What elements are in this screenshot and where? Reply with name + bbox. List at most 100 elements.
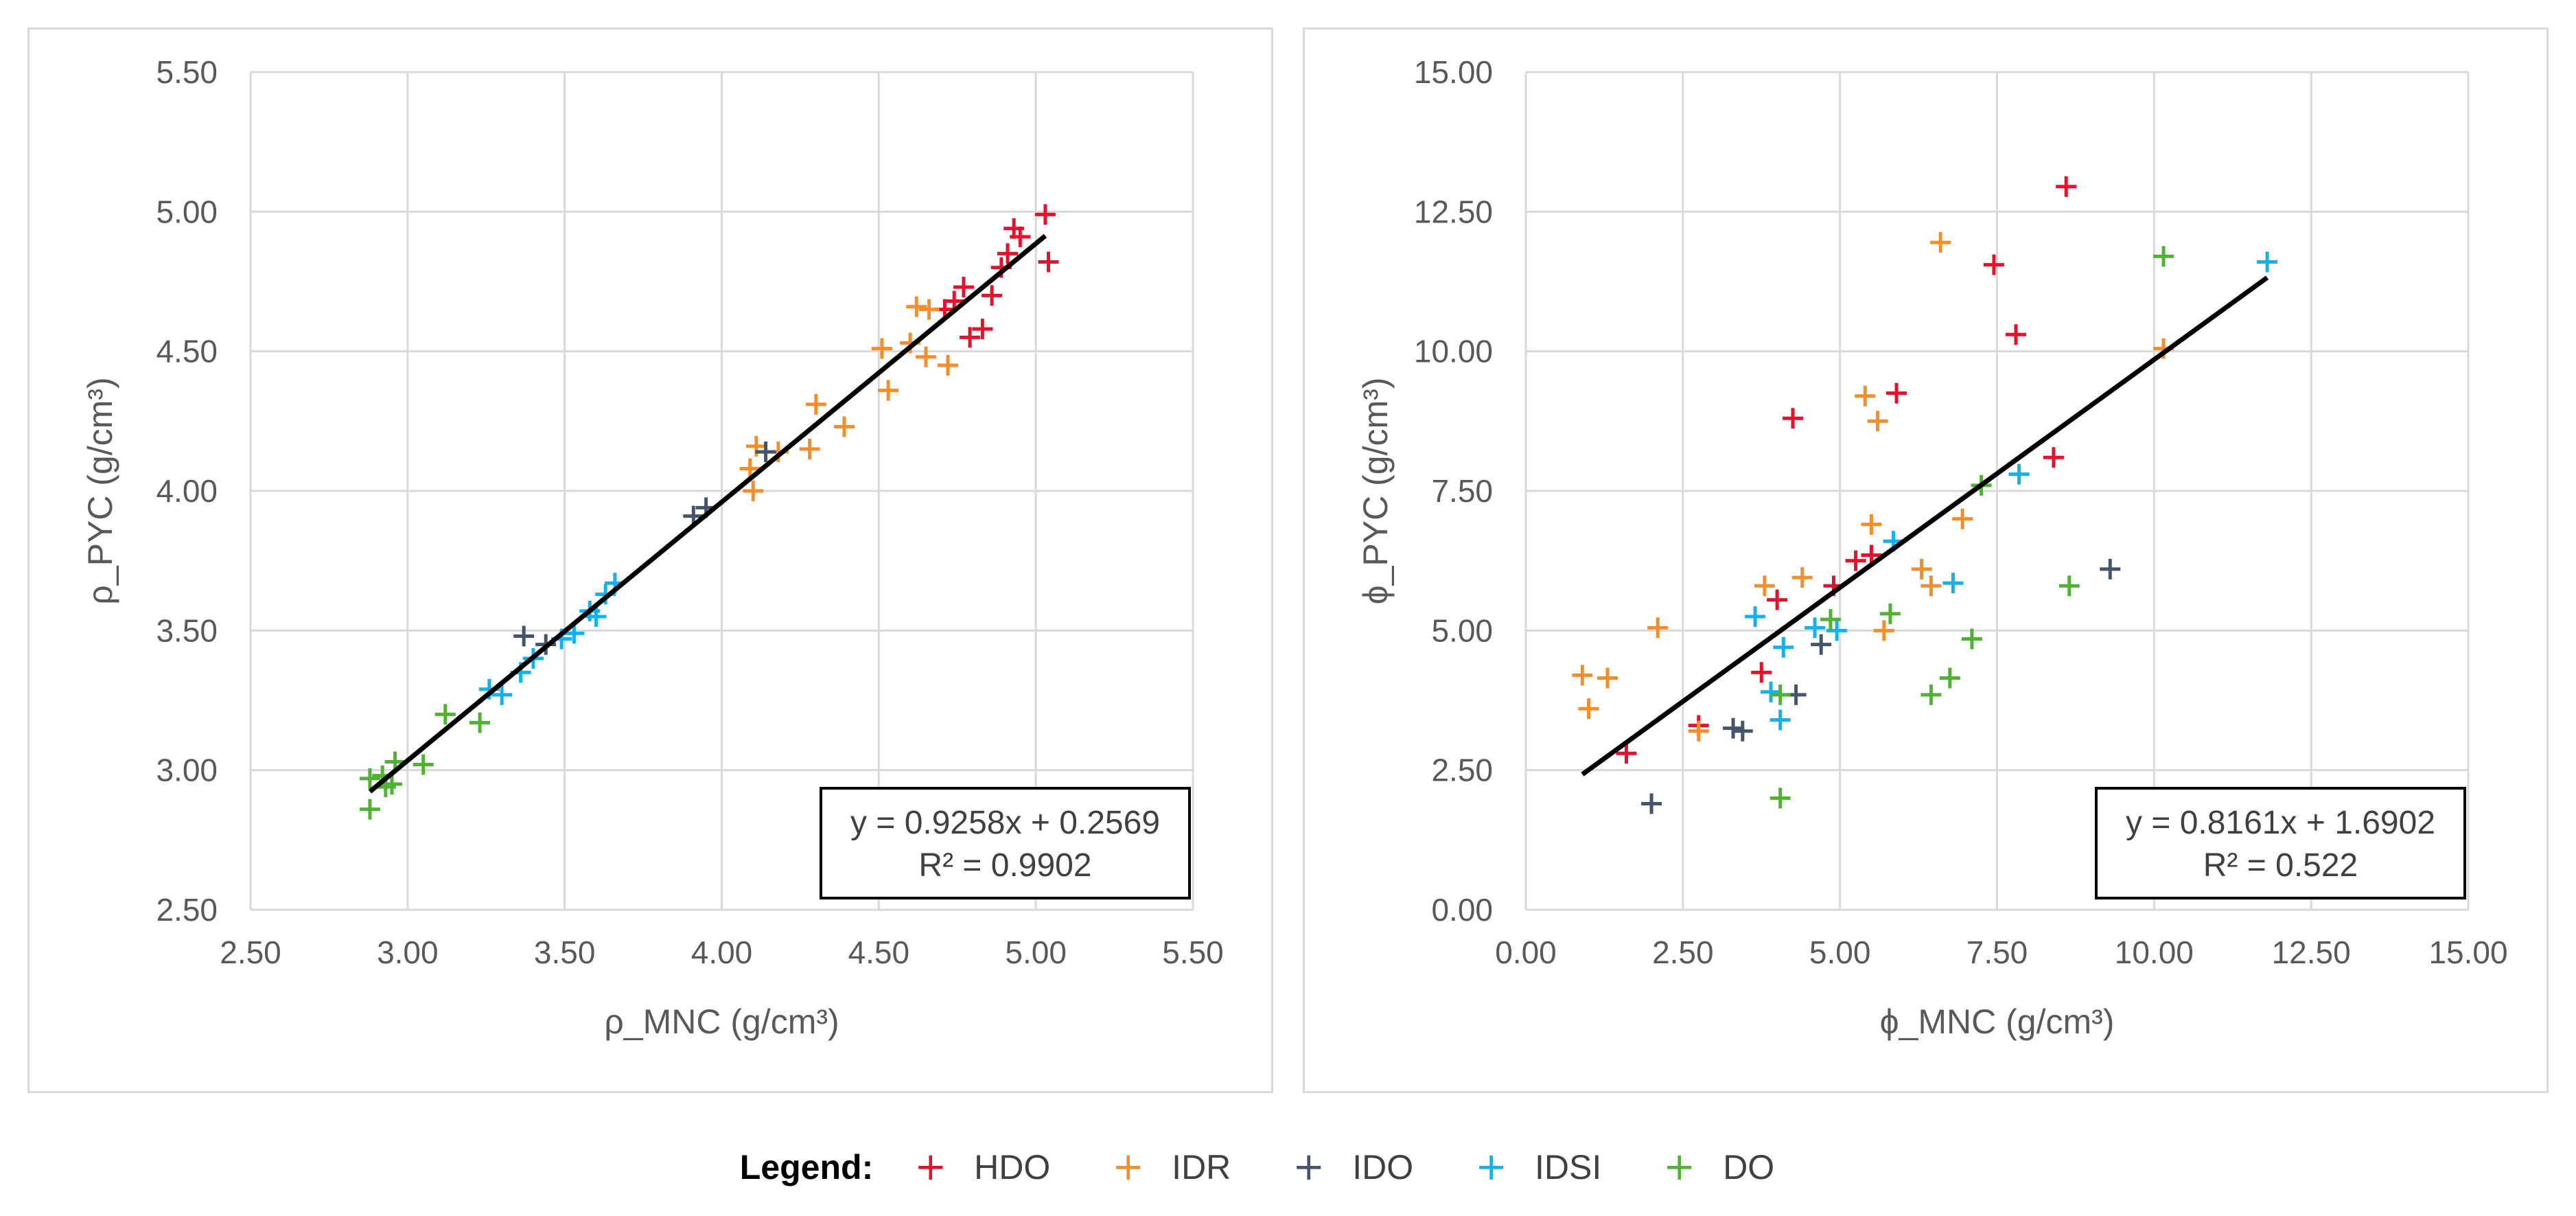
legend-item-idr: + IDR [1112,1147,1231,1187]
y-ticks: 2.50 3.00 3.50 4.00 4.50 5.00 5.50 [156,54,218,928]
plus-marker-icon: + [1112,1145,1145,1189]
legend-label: IDO [1352,1148,1414,1186]
trendline [1581,275,2269,777]
data-point-do [2058,575,2080,597]
data-point-ido [1641,793,1662,814]
r-squared: R² = 0.9902 [918,847,1091,884]
y-tick-label: 15.00 [1414,54,1493,90]
equation-box [820,787,1191,899]
data-point-idsi [491,684,513,705]
data-point-idr [1791,567,1813,588]
data-point-hdo [2056,176,2077,197]
data-point-do [359,799,380,820]
y-tick-label: 4.00 [156,473,218,509]
data-point-idr [1930,232,1951,253]
x-tick-label: 12.50 [2272,934,2351,970]
x-tick-label: 0.00 [1495,934,1557,970]
data-point-idr [799,439,820,459]
legend-item-idsi: + IDSI [1475,1147,1601,1187]
data-point-idr [1754,575,1775,597]
data-point-idr [938,355,959,376]
data-point-hdo [1010,226,1031,247]
data-point-do [359,768,380,789]
y-ticks: 0.00 2.50 5.00 7.50 10.00 12.50 15.00 [1414,54,1493,928]
y-tick-label: 5.00 [156,194,218,229]
data-point-do [469,712,491,733]
y-tick-label: 3.00 [156,753,218,788]
data-point-idsi [1942,573,1964,594]
data-point-do [1769,788,1791,809]
legend-item-do: + DO [1663,1147,1774,1187]
y-tick-label: 7.50 [1431,473,1493,509]
data-point-do [434,704,456,725]
data-point-idr [1911,558,1932,580]
legend-label: IDSI [1535,1148,1602,1186]
data-point-idr [1873,620,1894,641]
data-point-hdo [1886,382,1907,404]
y-tick-label: 5.50 [156,54,218,90]
data-point-idr [1578,698,1599,720]
data-point-idr [1867,411,1888,432]
legend-label: DO [1723,1148,1775,1186]
data-point-idr [1647,617,1669,639]
legend-item-ido: + IDO [1292,1147,1413,1187]
data-point-hdo [2043,447,2064,468]
trendline [368,233,1047,794]
data-point-idr [906,296,927,317]
data-point-idsi [2257,251,2278,273]
data-point-do [2153,246,2174,267]
legend-title: Legend: [739,1148,874,1186]
data-point-idr [805,393,826,415]
data-point-do [1820,609,1841,630]
data-point-idsi [1769,709,1791,731]
data-points [1572,176,2278,814]
data-point-idr [1597,667,1618,689]
x-ticks: 2.50 3.00 3.50 4.00 4.50 5.00 5.50 [220,934,1224,970]
y-tick-label: 2.50 [1431,753,1493,788]
data-point-ido [1723,718,1744,739]
data-point-idr [871,338,892,359]
chart-grid [1524,71,2470,911]
x-tick-label: 10.00 [2115,934,2194,970]
data-point-idr [918,299,940,320]
x-tick-label: 5.00 [1005,934,1067,970]
data-point-ido [755,441,776,463]
data-point-do [1769,684,1791,705]
data-point-hdo [1845,550,1866,571]
data-point-idsi [1805,617,1826,639]
data-point-idsi [585,606,607,627]
data-point-hdo [997,243,1018,264]
plus-marker-icon: + [1663,1145,1696,1189]
x-tick-label: 5.00 [1809,934,1871,970]
data-point-idr [1855,385,1876,406]
data-point-hdo [1034,204,1056,225]
y-tick-label: 5.00 [1431,612,1493,648]
data-point-idr [1921,575,1942,597]
legend-item-hdo: + HDO [914,1147,1050,1187]
data-point-ido [1732,720,1753,742]
data-point-idsi [1773,636,1794,658]
data-point-hdo [1983,254,2004,275]
data-point-idr [1861,514,1882,535]
y-tick-label: 10.00 [1414,334,1493,369]
x-tick-label: 2.50 [220,934,281,970]
legend-label: HDO [974,1148,1051,1186]
chart-grid [249,71,1194,911]
r-squared: R² = 0.522 [2203,847,2358,884]
data-point-hdo [960,327,981,348]
data-point-hdo [953,277,974,298]
x-tick-label: 2.50 [1652,934,1714,970]
data-point-idsi [1760,681,1781,702]
equation-box [2095,787,2466,899]
data-point-ido [1811,634,1832,655]
data-point-hdo [1783,408,1804,429]
y-tick-label: 3.50 [156,612,218,648]
y-tick-label: 2.50 [156,892,218,928]
data-point-idsi [2008,463,2030,485]
data-point-idr [833,416,855,437]
data-point-hdo [982,285,1003,306]
legend: Legend: + HDO + IDR + IDO + IDSI + DO [0,1136,2576,1198]
data-point-ido [513,626,535,647]
data-point-idr [1952,508,1973,529]
x-tick-label: 7.50 [1966,934,2028,970]
